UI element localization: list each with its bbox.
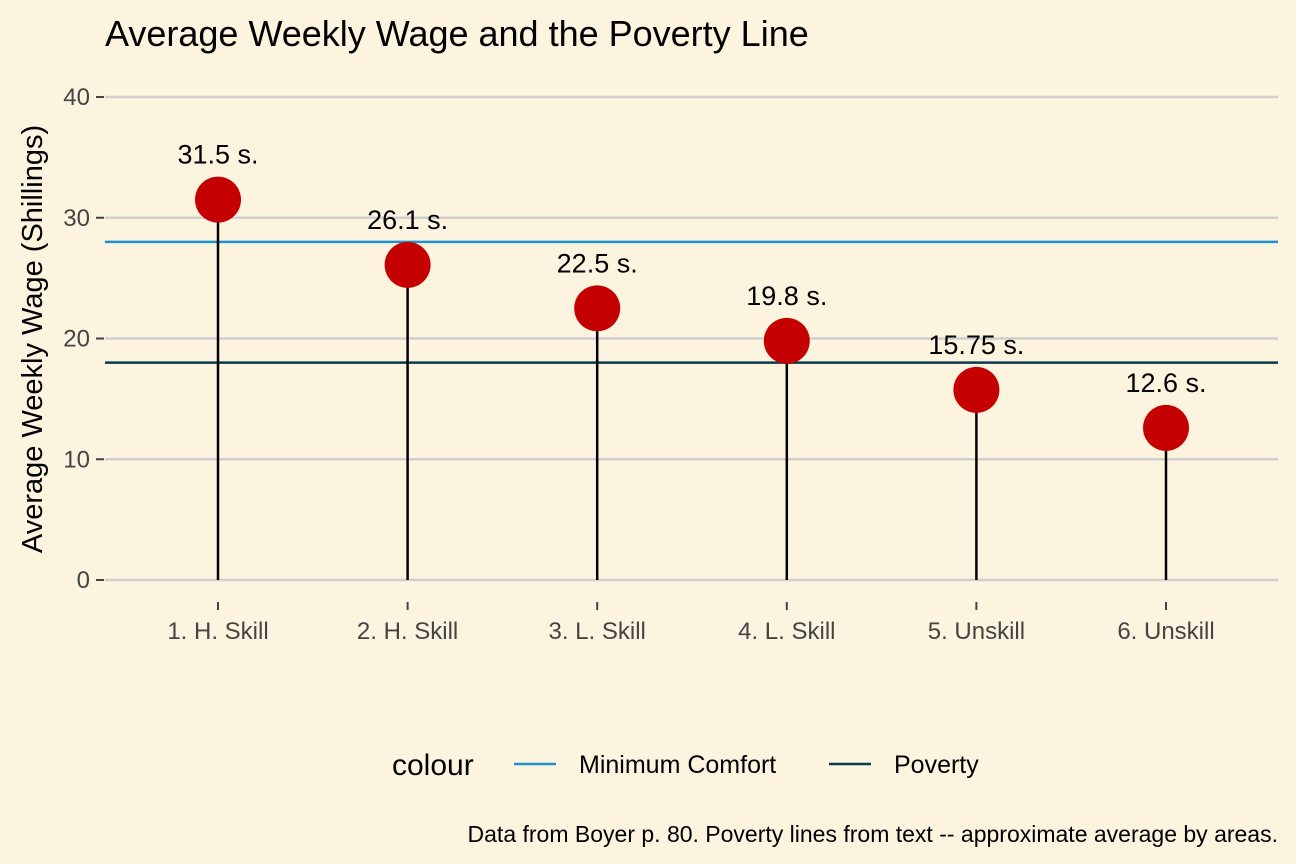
y-axis-label: Average Weekly Wage (Shillings)	[17, 125, 49, 553]
x-tick-label: 5. Unskill	[928, 618, 1025, 645]
legend-entry: Minimum Comfort	[579, 751, 776, 779]
chart-title: Average Weekly Wage and the Poverty Line	[105, 13, 809, 54]
x-tick-label: 2. H. Skill	[357, 618, 458, 645]
data-label: 12.6 s.	[1125, 368, 1206, 398]
data-labels: 31.5 s. 26.1 s. 22.5 s. 19.8 s. 15.75 s. 12.6…	[177, 140, 1206, 398]
lollipop-stems	[216, 199, 1168, 580]
lollipop-point	[574, 285, 621, 332]
lollipop-point	[953, 366, 1000, 413]
y-tick-label: 10	[63, 446, 90, 473]
lollipop-point	[763, 317, 810, 364]
legend-title: colour	[392, 749, 474, 782]
y-axis: 0 10 20 30 40	[63, 84, 104, 594]
gridlines	[105, 95, 1278, 582]
data-label: 26.1 s.	[367, 205, 448, 235]
data-label: 15.75 s.	[928, 330, 1024, 360]
y-tick-label: 40	[63, 84, 90, 111]
chart-caption: Data from Boyer p. 80. Poverty lines fro…	[468, 821, 1278, 847]
lollipop-point	[384, 241, 431, 288]
x-tick-label: 1. H. Skill	[167, 618, 268, 645]
x-tick-label: 3. L. Skill	[549, 618, 646, 645]
x-axis: 1. H. Skill 2. H. Skill 3. L. Skill 4. L. S…	[167, 602, 1215, 645]
data-label: 31.5 s.	[177, 140, 258, 170]
y-tick-label: 20	[63, 326, 90, 353]
legend: colour Minimum Comfort Poverty	[392, 749, 979, 782]
y-tick-label: 30	[63, 205, 90, 232]
x-tick-label: 4. L. Skill	[738, 618, 835, 645]
data-label: 19.8 s.	[746, 281, 827, 311]
reference-lines	[105, 240, 1278, 364]
y-tick-label: 0	[77, 567, 90, 594]
legend-entry: Poverty	[894, 751, 979, 779]
data-label: 22.5 s.	[557, 248, 638, 278]
lollipop-point	[195, 176, 241, 223]
lollipop-points	[195, 176, 1189, 451]
lollipop-point	[1143, 404, 1189, 451]
x-tick-label: 6. Unskill	[1117, 618, 1214, 645]
